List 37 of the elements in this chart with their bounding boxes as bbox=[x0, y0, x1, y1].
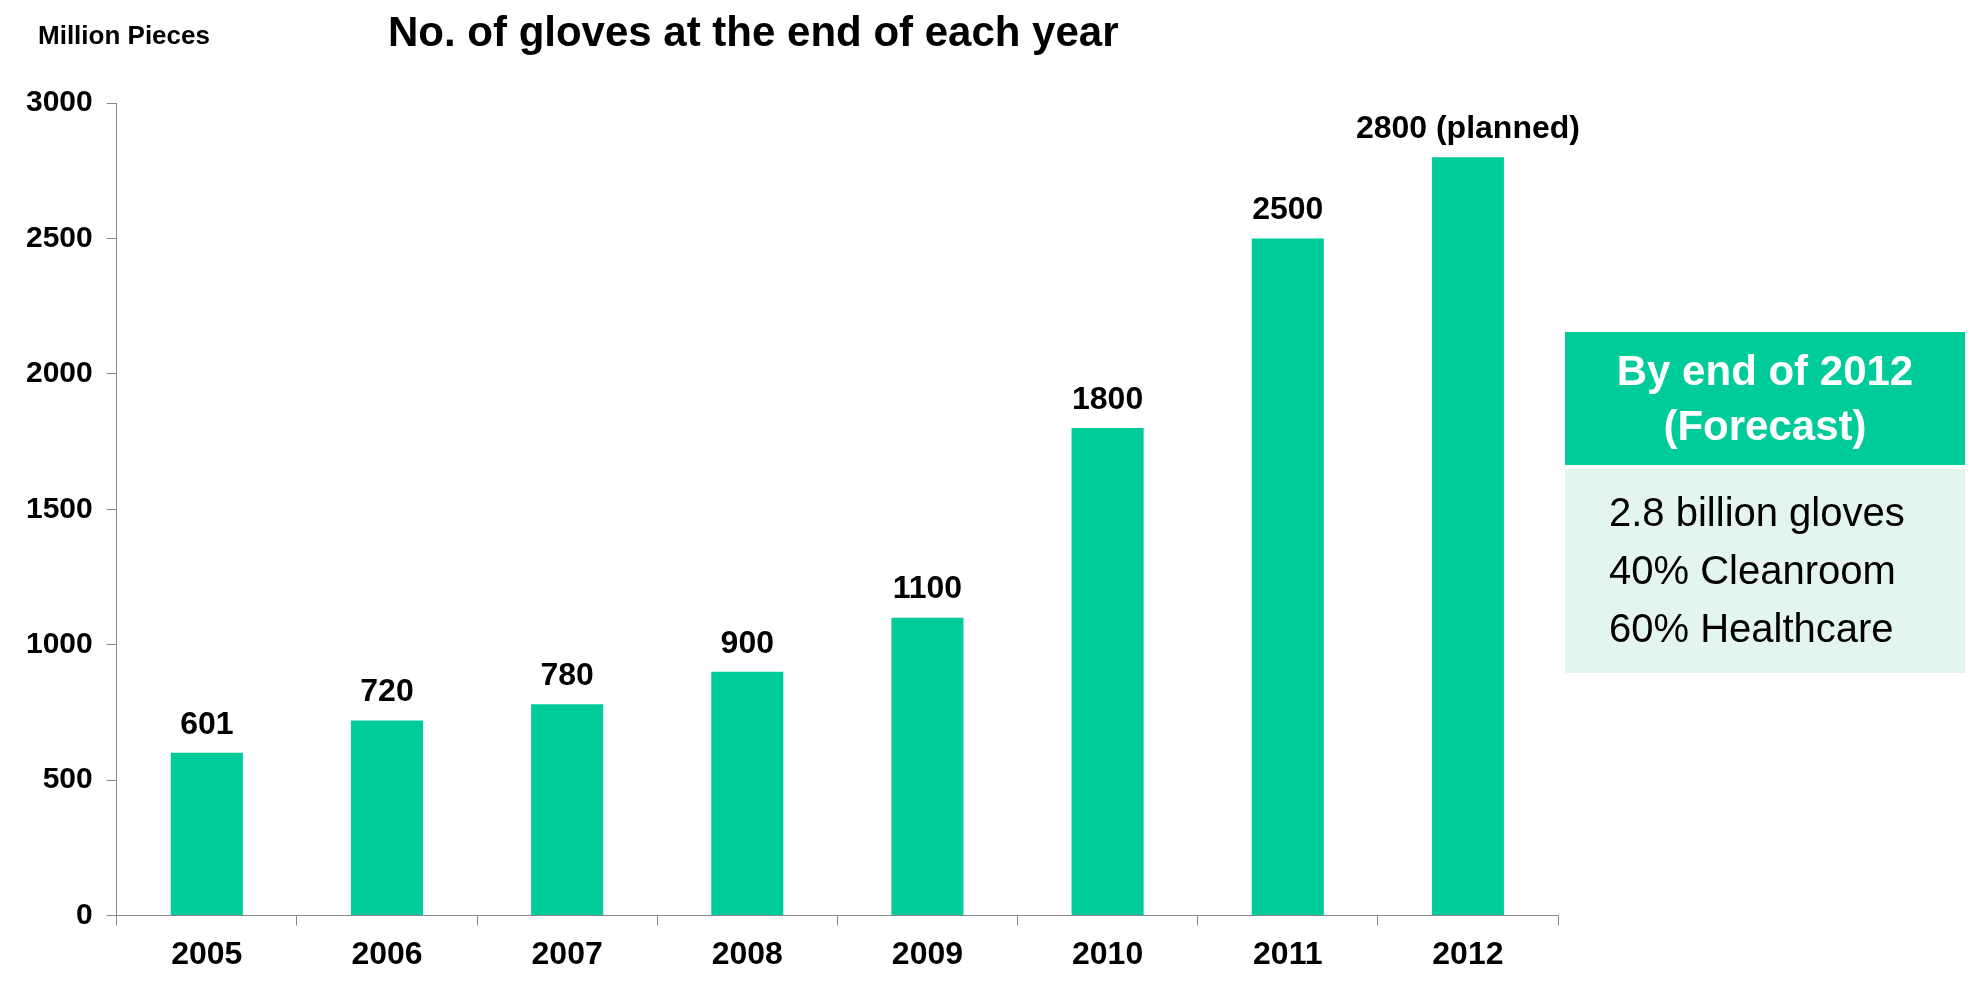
x-tick-label: 2006 bbox=[351, 934, 423, 971]
bar bbox=[711, 671, 784, 916]
data-label: 1800 bbox=[1072, 379, 1144, 416]
y-axis-title: Million Pieces bbox=[38, 20, 210, 51]
bar bbox=[1431, 157, 1504, 916]
text: 40% Cleanroom bbox=[1609, 547, 1897, 595]
text: 60% Healthcare bbox=[1609, 605, 1895, 653]
data-label: 780 bbox=[540, 656, 594, 693]
y-tick-label: 1500 bbox=[25, 490, 93, 524]
y-tick-label: 0 bbox=[76, 896, 93, 930]
text: 2.8 billion gloves bbox=[1609, 489, 1906, 537]
y-tick-label: 500 bbox=[42, 761, 93, 795]
x-tick-label: 2005 bbox=[171, 934, 243, 971]
chart-title: No. of gloves at the end of each year bbox=[388, 8, 1119, 56]
y-tick-label: 3000 bbox=[25, 84, 93, 118]
bar bbox=[1071, 428, 1144, 916]
bar bbox=[1251, 238, 1324, 916]
bar bbox=[891, 617, 964, 916]
data-label: 900 bbox=[720, 623, 774, 660]
x-tick-label: 2009 bbox=[891, 934, 964, 971]
bar bbox=[531, 704, 604, 916]
y-tick-label: 2500 bbox=[25, 219, 93, 253]
data-label: 2500 bbox=[1252, 190, 1324, 227]
data-label: 1100 bbox=[892, 569, 963, 606]
y-tick-label: 1000 bbox=[25, 626, 93, 659]
text: By end of 2012 (Forecast) bbox=[1565, 332, 1965, 466]
data-label: 720 bbox=[360, 672, 414, 709]
x-tick-label: 2011 bbox=[1253, 934, 1323, 971]
y-tick-label: 2000 bbox=[25, 355, 93, 389]
bar bbox=[170, 752, 243, 916]
data-label: 2800 (planned) bbox=[1355, 109, 1580, 145]
x-tick-label: 2007 bbox=[531, 934, 603, 971]
x-tick-label: 2012 bbox=[1432, 934, 1504, 971]
bar bbox=[350, 720, 424, 916]
data-label: 601 bbox=[180, 704, 234, 741]
x-tick-label: 2008 bbox=[711, 934, 783, 971]
x-tick-label: 2010 bbox=[1072, 934, 1144, 971]
